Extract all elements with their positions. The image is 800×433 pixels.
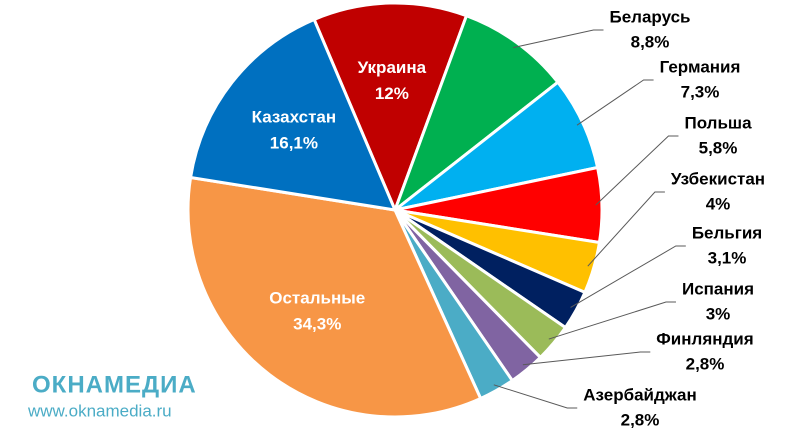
pie-slice (312, 1, 469, 215)
value-label: 5,8% (699, 138, 738, 157)
slice-label: Узбекистан (671, 169, 765, 188)
pie-slice (186, 175, 483, 419)
slice-label: Финляндия (656, 329, 753, 348)
value-label: 2,8% (686, 354, 725, 373)
value-label: 2,8% (621, 410, 660, 429)
leader-line (570, 245, 686, 308)
leader-line (576, 79, 654, 126)
leader-line (522, 351, 651, 366)
leader-line (548, 301, 676, 340)
slice-label: Беларусь (609, 7, 690, 26)
pie-slice (391, 13, 560, 215)
slice-label: Остальные (269, 289, 365, 308)
leader-line (595, 135, 679, 206)
value-label: 3% (706, 304, 731, 323)
value-label: 12% (375, 84, 409, 103)
value-label: 34,3% (293, 315, 341, 334)
value-label: 4% (706, 194, 731, 213)
watermark-url: www.oknamedia.ru (27, 401, 172, 420)
slice-label: Бельгия (692, 223, 762, 242)
value-label: 3,1% (708, 248, 747, 267)
leader-line (493, 384, 578, 409)
value-label: 8,8% (631, 32, 670, 51)
slice-label: Азербайджан (583, 385, 697, 404)
leader-line (513, 29, 604, 49)
slice-label: Польша (684, 113, 752, 132)
watermark-brand: ОКНАМЕДИА (32, 371, 197, 398)
slice-label: Украина (358, 58, 427, 77)
slice-label: Испания (682, 279, 754, 298)
value-label: 16,1% (270, 133, 318, 152)
value-label: 7,3% (681, 82, 720, 101)
leader-line (587, 191, 665, 267)
pie-slice (188, 17, 398, 212)
slice-label: Казахстан (252, 107, 336, 126)
slice-label: Германия (660, 57, 741, 76)
